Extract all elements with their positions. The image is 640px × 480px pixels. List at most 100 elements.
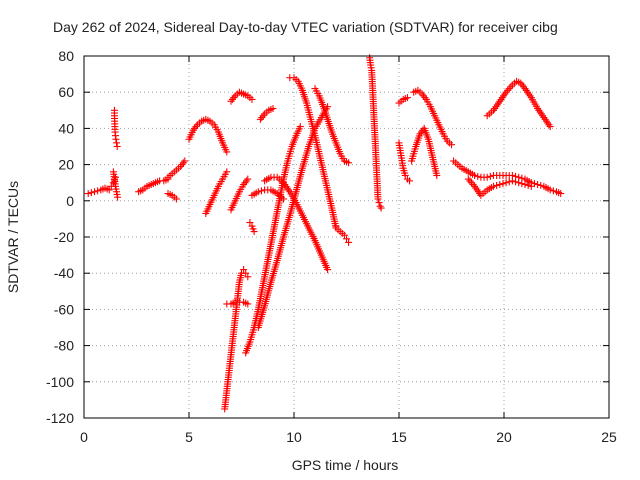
data-point [244, 175, 252, 183]
y-tick-label: 80 [58, 48, 74, 64]
data-point [524, 181, 532, 189]
data-point [113, 143, 121, 150]
data-point [377, 204, 385, 212]
x-tick-label: 20 [496, 429, 512, 445]
data-point [490, 182, 497, 190]
series-arc-long-rise [254, 103, 332, 331]
data-point [246, 219, 254, 227]
series-arc-16-peak [410, 86, 455, 149]
series-arc-deep-left [221, 266, 252, 413]
series-arc-4-rise [164, 157, 189, 181]
series-arc-4-low [164, 190, 180, 203]
y-tick-label: 40 [58, 120, 74, 136]
series-arc-7-rise [227, 175, 252, 214]
data-point [486, 172, 494, 180]
series-arc-5-peak [185, 115, 231, 156]
data-point [254, 188, 262, 196]
data-point [549, 187, 557, 195]
data-point [406, 177, 413, 185]
data-point [496, 181, 504, 189]
x-tick-label: 25 [601, 429, 617, 445]
data-point [269, 104, 277, 112]
data-point [375, 199, 383, 207]
y-tick-label: -40 [54, 265, 74, 281]
series-arc-8-small [246, 219, 258, 236]
y-tick-label: 60 [58, 84, 74, 100]
data-point [521, 181, 529, 189]
data-points [84, 54, 565, 413]
series-arc-16-mid [408, 124, 441, 179]
data-point [332, 222, 340, 230]
y-tick-label: -100 [46, 374, 74, 390]
series-arc-low-flat [223, 298, 252, 308]
series-arc-12-tail [332, 222, 353, 246]
series-arc-1.5-low [109, 168, 122, 201]
data-point [223, 168, 231, 176]
data-point [537, 181, 545, 189]
data-point [345, 159, 353, 167]
data-point [345, 238, 353, 246]
data-point [250, 228, 258, 236]
data-point [527, 182, 535, 190]
series-arc-20-peak [483, 77, 554, 131]
data-point [471, 171, 479, 179]
data-point [493, 181, 501, 189]
x-tick-label: 0 [80, 429, 88, 445]
series-arc-18-lower [464, 175, 535, 199]
series-arc-8-peak [256, 104, 277, 123]
y-tick-label: -80 [54, 338, 74, 354]
x-axis-label: GPS time / hours [292, 457, 399, 473]
grid [84, 56, 609, 418]
data-point [94, 187, 102, 195]
data-point [557, 190, 565, 198]
y-tick-label: -20 [54, 229, 74, 245]
y-tick-label: 20 [58, 157, 74, 173]
series-arc-1.5-vertical [110, 106, 121, 150]
x-tick-label: 10 [286, 429, 302, 445]
data-point [374, 195, 382, 203]
y-tick-label: -60 [54, 301, 74, 317]
data-point [505, 178, 513, 186]
y-tick-label: -120 [46, 410, 74, 426]
data-point [340, 231, 348, 239]
data-point [502, 179, 510, 187]
y-tick-label: 0 [66, 193, 74, 209]
series-arc-7-peak [227, 88, 256, 105]
series-arc-8-mid [248, 186, 287, 203]
data-point [257, 187, 265, 195]
data-point [483, 173, 491, 181]
data-point [518, 180, 526, 188]
data-point [244, 300, 252, 308]
series-arc-deep-right [242, 123, 304, 357]
data-point [499, 180, 507, 188]
data-point [515, 179, 523, 187]
data-point [401, 171, 409, 179]
data-point [91, 188, 98, 196]
data-point [113, 139, 121, 147]
data-point [112, 135, 120, 143]
data-point [448, 141, 455, 149]
series-arc-14 [366, 54, 385, 212]
series-arc-6-rise [202, 168, 231, 217]
y-axis-label: SDTVAR / TECUs [5, 181, 21, 293]
data-point [172, 195, 180, 203]
data-point [87, 189, 95, 197]
series-arc-long-fall [261, 173, 332, 274]
data-point [324, 103, 332, 111]
data-point [244, 273, 252, 281]
data-point [508, 177, 516, 185]
series-arc-15-top [395, 94, 411, 107]
data-point [433, 171, 441, 179]
data-point [512, 178, 520, 186]
data-point [240, 266, 248, 274]
series-arc-15-left [395, 139, 413, 185]
tick-labels: 0 5 10 15 20 25 -120 -100 -80 -60 -40 -20 0 20 40 60 80 [46, 48, 617, 445]
data-point [324, 266, 332, 274]
data-point [105, 186, 113, 194]
data-point [534, 181, 542, 189]
data-point [296, 123, 304, 131]
data-point [403, 94, 411, 102]
plot-frame [83, 55, 610, 419]
